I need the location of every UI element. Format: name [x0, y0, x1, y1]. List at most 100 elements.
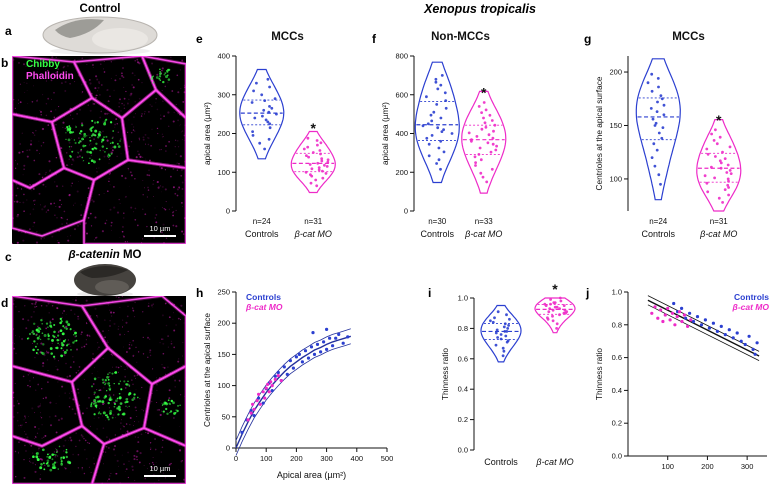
- morphant-embryo-image: [74, 264, 136, 297]
- svg-text:0.4: 0.4: [458, 385, 468, 394]
- scale-bar-b: 10 µm: [144, 224, 176, 237]
- panel-c-title-gene: β-catenin: [68, 249, 120, 261]
- svg-text:Controls: Controls: [484, 457, 518, 467]
- svg-text:n=31: n=31: [710, 217, 729, 226]
- svg-text:0.0: 0.0: [612, 452, 622, 461]
- svg-text:400: 400: [351, 454, 364, 463]
- chart-mcc-apical-area-violin: MCCs 0 100 200 300 400 apical area (µm²) n=24 Co…: [202, 31, 336, 239]
- svg-text:Apical area (µm²): Apical area (µm²): [277, 470, 346, 480]
- embryo-highlight: [92, 28, 148, 50]
- svg-text:Centrioles at the apical surfa: Centrioles at the apical surface: [202, 313, 212, 427]
- microscopy-image-morphant: 10 µm: [12, 296, 186, 484]
- svg-text:300: 300: [217, 90, 230, 99]
- svg-text:n=24: n=24: [649, 217, 668, 226]
- svg-text:Centrioles at the apical surfa: Centrioles at the apical surface: [594, 76, 604, 190]
- svg-text:100: 100: [609, 174, 622, 183]
- svg-text:200: 200: [290, 454, 303, 463]
- panel-label-g: g: [584, 32, 592, 46]
- svg-text:50: 50: [222, 412, 230, 421]
- svg-text:200: 200: [701, 462, 714, 471]
- svg-text:β-cat MO: β-cat MO: [732, 302, 770, 312]
- chart-mcc-centrioles-violin: MCCs 100 150 200 Centrioles at the apical su…: [594, 31, 742, 239]
- panel-label-i: i: [428, 286, 432, 300]
- chart-nonmcc-apical-area-violin: Non-MCCs 0 200 400 600 800 apical area (µm²) n=…: [380, 31, 507, 239]
- microscopy-image-control: Chibby Phalloidin 10 µm: [12, 56, 186, 244]
- svg-text:100: 100: [661, 462, 674, 471]
- svg-text:0.0: 0.0: [458, 446, 468, 455]
- svg-text:1.0: 1.0: [612, 288, 622, 297]
- svg-text:*: *: [311, 120, 317, 136]
- figure-title: Xenopus tropicalis: [424, 2, 536, 16]
- panel-label-f: f: [372, 32, 376, 46]
- svg-text:Controls: Controls: [246, 292, 281, 302]
- panel-a-title: Control: [79, 3, 121, 15]
- svg-text:0.8: 0.8: [612, 320, 622, 329]
- svg-text:Controls: Controls: [734, 292, 769, 302]
- scale-bar-d-line: [144, 475, 176, 477]
- svg-text:*: *: [552, 282, 558, 297]
- phalloidin-label: Phalloidin: [26, 71, 74, 82]
- svg-text:β-cat MO: β-cat MO: [294, 229, 332, 239]
- svg-text:0.2: 0.2: [458, 415, 468, 424]
- svg-text:0.4: 0.4: [612, 386, 622, 395]
- svg-text:1.0: 1.0: [458, 294, 468, 303]
- svg-text:0: 0: [234, 454, 238, 463]
- scale-bar-b-line: [144, 235, 176, 237]
- chart-thinness-ratio-violin: 0.0 0.2 0.4 0.6 0.8 1.0 Thinness ratio Controls…: [440, 282, 576, 467]
- svg-text:n=33: n=33: [475, 217, 494, 226]
- microscopy-canvas-morphant: [12, 296, 186, 484]
- embryo-dorsal-region: [55, 19, 104, 38]
- svg-text:100: 100: [260, 454, 273, 463]
- svg-text:100: 100: [217, 168, 230, 177]
- svg-text:n=30: n=30: [428, 217, 447, 226]
- svg-text:300: 300: [320, 454, 333, 463]
- svg-text:Controls: Controls: [641, 229, 675, 239]
- svg-text:200: 200: [395, 168, 408, 177]
- panel-label-c: c: [5, 250, 12, 264]
- svg-text:apical area (µm²): apical area (µm²): [202, 102, 212, 165]
- svg-text:300: 300: [741, 462, 754, 471]
- svg-text:150: 150: [609, 121, 622, 130]
- svg-text:200: 200: [609, 68, 622, 77]
- scale-bar-d: 10 µm: [144, 464, 176, 477]
- svg-text:200: 200: [217, 129, 230, 138]
- embryo-highlight: [95, 280, 129, 294]
- panel-label-b: b: [1, 56, 9, 70]
- panel-label-d: d: [1, 296, 9, 310]
- svg-text:β-cat MO: β-cat MO: [699, 229, 737, 239]
- chart-centrioles-vs-area-scatter: 0 50 100 150 200 250 0 100 200 300 400 500 Apical ar…: [202, 288, 393, 481]
- svg-text:*: *: [481, 85, 487, 101]
- svg-text:200: 200: [217, 319, 230, 328]
- svg-text:0: 0: [226, 444, 230, 453]
- svg-text:Controls: Controls: [420, 229, 454, 239]
- svg-text:β-cat MO: β-cat MO: [464, 229, 502, 239]
- svg-text:Thinness ratio: Thinness ratio: [594, 348, 604, 400]
- svg-text:0.6: 0.6: [612, 353, 622, 362]
- svg-text:600: 600: [395, 90, 408, 99]
- svg-text:100: 100: [217, 381, 230, 390]
- svg-text:0: 0: [404, 207, 408, 216]
- scale-bar-d-label: 10 µm: [149, 464, 171, 473]
- microscopy-canvas-control: [12, 56, 186, 244]
- svg-text:apical area (µm²): apical area (µm²): [380, 102, 390, 165]
- chibby-label: Chibby: [26, 59, 60, 70]
- svg-text:MCCs: MCCs: [672, 31, 705, 43]
- svg-text:150: 150: [217, 350, 230, 359]
- svg-text:*: *: [716, 112, 722, 128]
- panel-label-j: j: [586, 286, 590, 300]
- embryo-dorsal-region: [80, 265, 128, 278]
- svg-text:β-cat MO: β-cat MO: [245, 302, 283, 312]
- panel-label-h: h: [196, 286, 204, 300]
- control-embryo-image: [42, 16, 158, 55]
- svg-text:400: 400: [395, 129, 408, 138]
- panel-c-title: β-catenin MO: [30, 249, 180, 261]
- svg-text:800: 800: [395, 52, 408, 61]
- svg-text:Non-MCCs: Non-MCCs: [431, 31, 490, 43]
- svg-text:250: 250: [217, 288, 230, 297]
- svg-text:Controls: Controls: [245, 229, 279, 239]
- panel-label-a: a: [5, 24, 12, 38]
- svg-text:0: 0: [226, 207, 230, 216]
- svg-text:β-cat MO: β-cat MO: [535, 457, 573, 467]
- svg-text:MCCs: MCCs: [271, 31, 304, 43]
